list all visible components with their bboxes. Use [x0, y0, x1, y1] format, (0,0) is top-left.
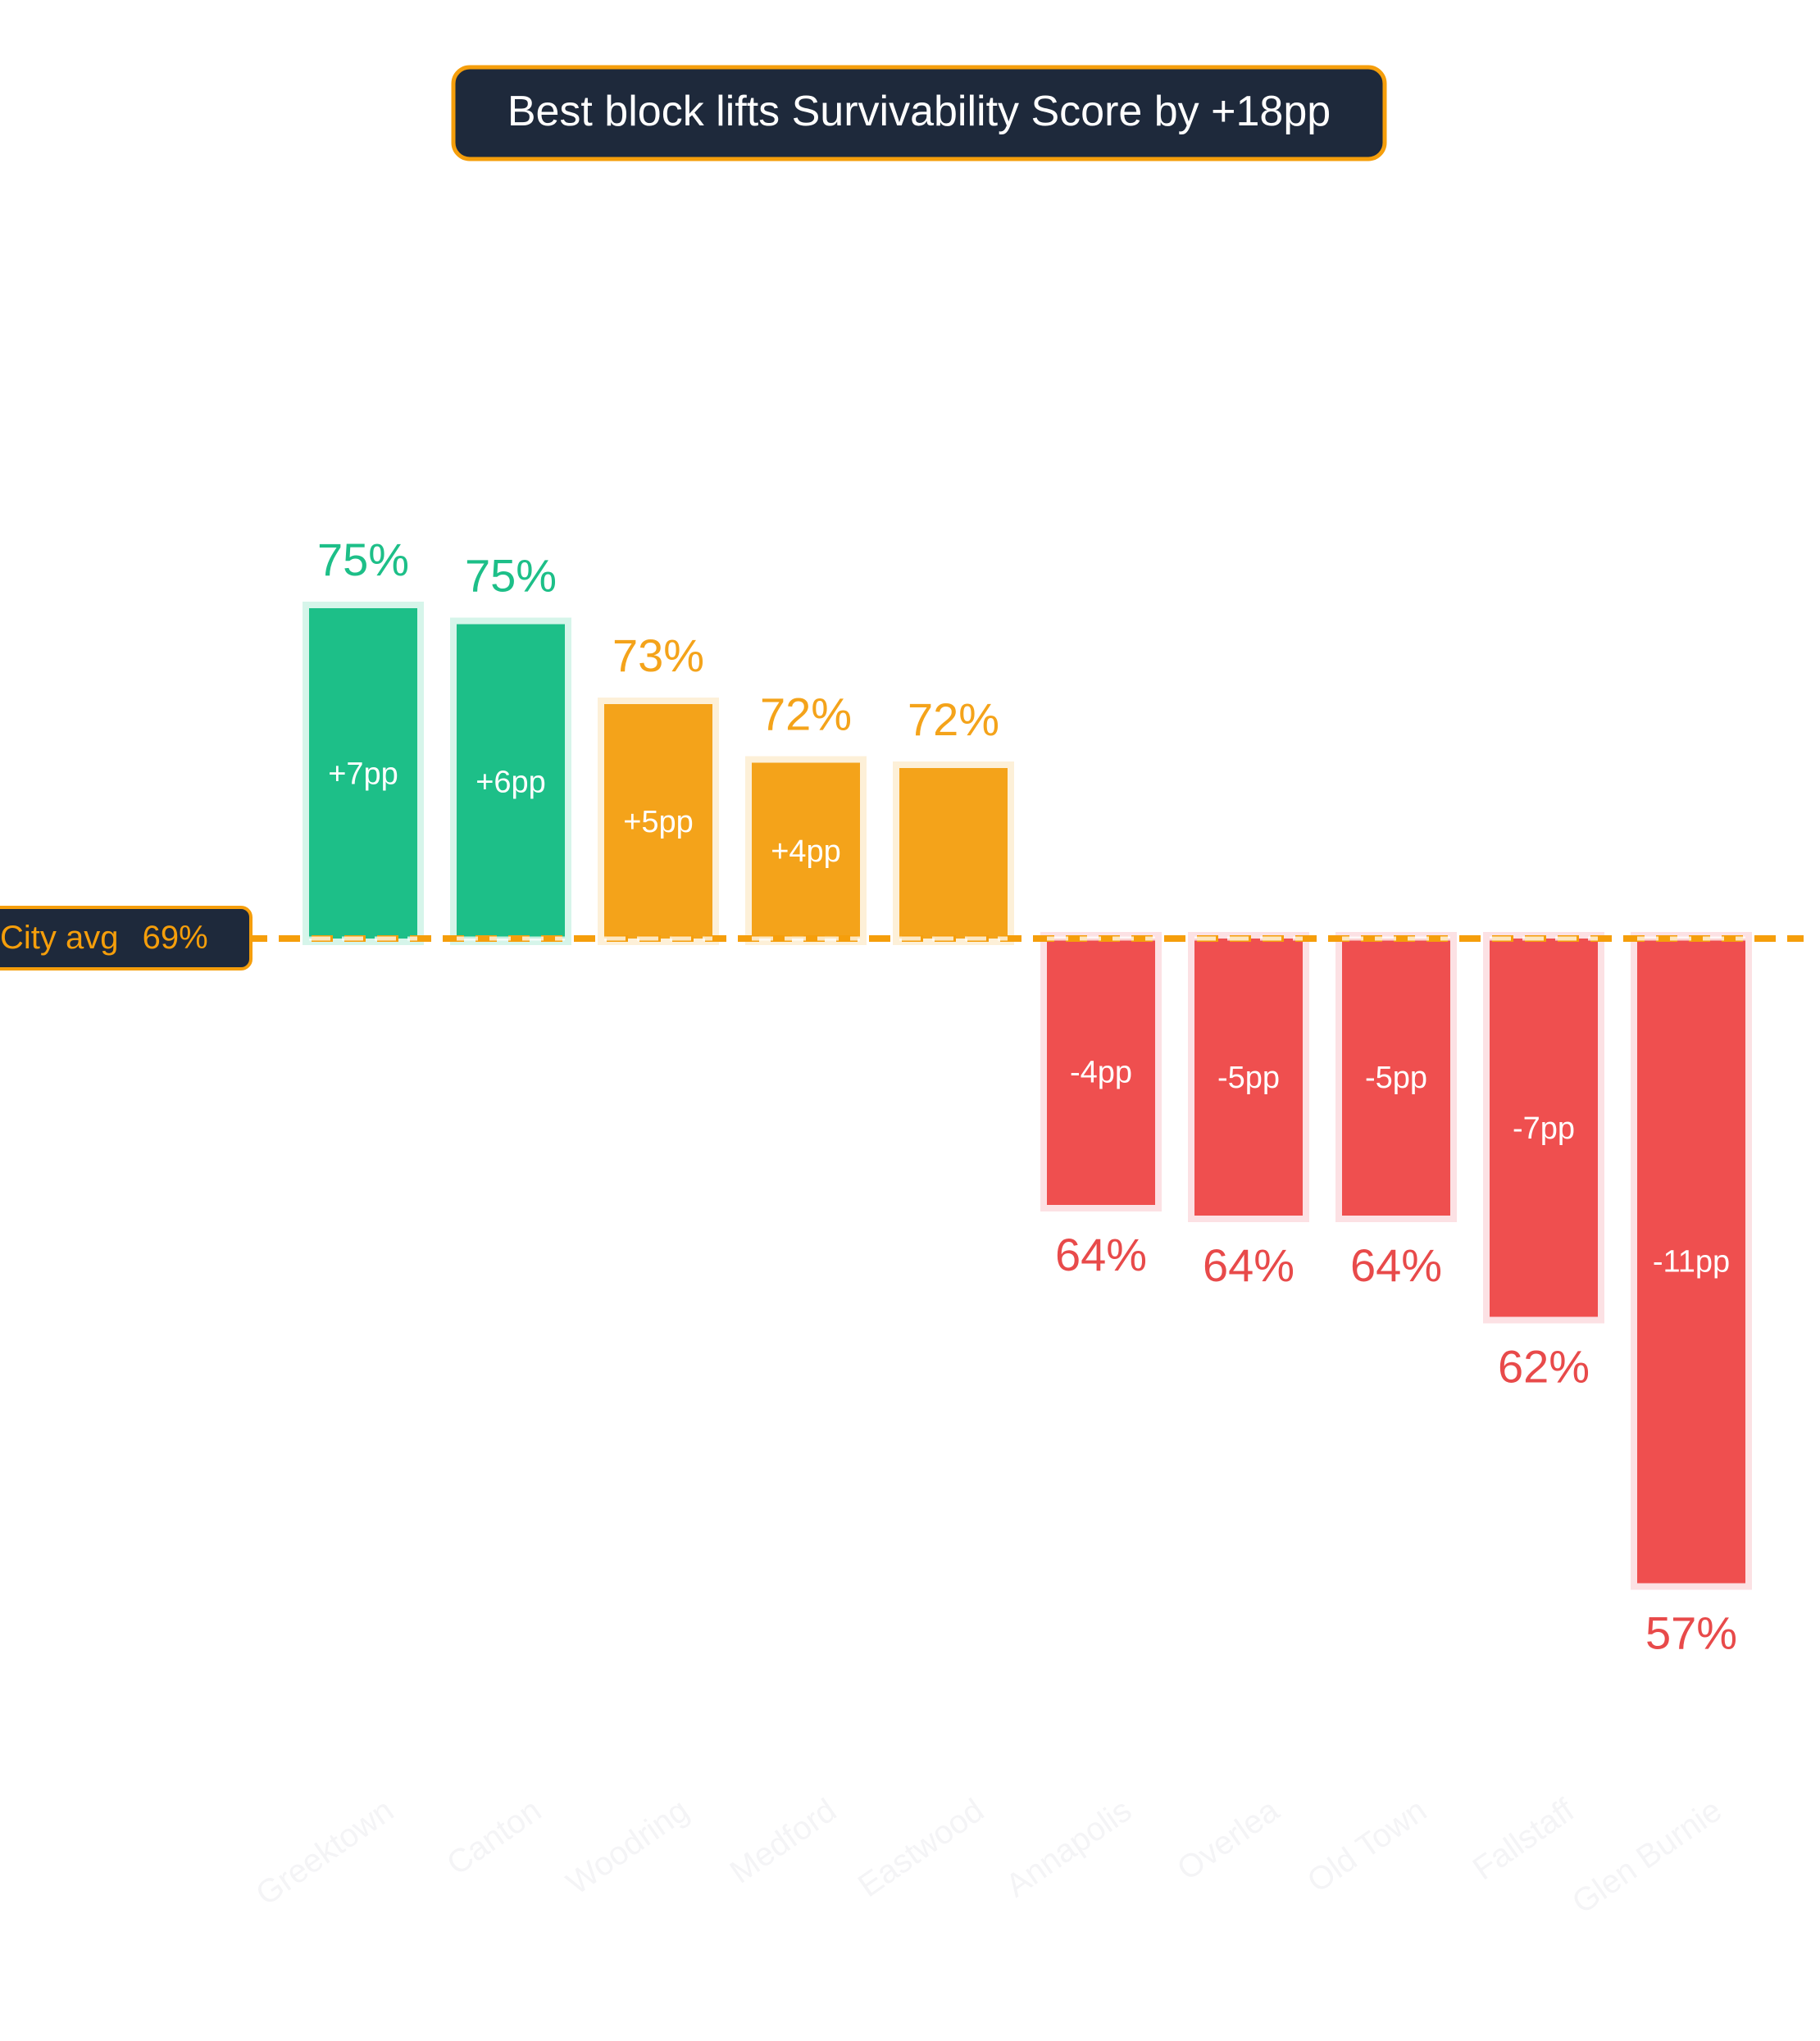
bar-value-label: 75% [317, 534, 409, 585]
bar [899, 768, 1008, 939]
city-average-badge-box [0, 906, 253, 970]
bar-delta-label: +7pp [328, 757, 398, 792]
category-tick-label: Annapolis [999, 1792, 1138, 1904]
bar-value-label: 64% [1203, 1239, 1294, 1291]
city-average-text: City avg 69% [0, 920, 208, 956]
bar [1637, 939, 1745, 1584]
bars-layer [303, 602, 1752, 1590]
bar-delta-label: -7pp [1513, 1111, 1575, 1146]
bar-value-label: 72% [760, 689, 852, 740]
bar-value-label: 64% [1350, 1239, 1442, 1291]
bar-delta-label: -11pp [1653, 1244, 1730, 1279]
bar-delta-label: +5pp [623, 805, 694, 839]
bar [752, 762, 860, 939]
bar-delta-label: -5pp [1365, 1061, 1427, 1095]
bar [604, 704, 712, 939]
city-average-value: 69% [143, 920, 208, 956]
bar-delta-label: +4pp [771, 834, 841, 869]
chart-title-text: Best block lifts Survivability Score by … [507, 88, 1331, 135]
bar [1490, 939, 1598, 1317]
bar [457, 624, 565, 939]
category-tick-label: Fallstaff [1467, 1792, 1581, 1887]
bar [309, 608, 417, 939]
chart-title-box [451, 65, 1387, 161]
bar-value-label: 75% [465, 550, 557, 602]
city-average-badge: City avg 69% [0, 906, 253, 970]
labels-layer: +7pp 75% +6pp 75% +5pp 73% +4pp 72% 72% -4pp 64% -5… [317, 534, 1737, 1659]
bar [1342, 939, 1450, 1216]
category-tick-label: Woodring [560, 1792, 695, 1902]
chart-title: Best block lifts Survivability Score by … [451, 65, 1387, 161]
category-tick-label: Glen Burnie [1566, 1792, 1728, 1921]
category-axis: Greektown Canton Woodring Medford Eastwood An… [249, 1792, 1728, 1921]
bar [1047, 939, 1155, 1205]
category-tick-label: Medford [724, 1792, 843, 1890]
bar-value-label: 62% [1498, 1341, 1590, 1393]
category-tick-label: Overlea [1171, 1792, 1286, 1888]
bar [1194, 939, 1303, 1216]
bar-value-label: 72% [908, 693, 999, 745]
bar-delta-label: -4pp [1070, 1056, 1132, 1090]
bar-delta-label: +6pp [475, 765, 546, 799]
bar-value-label: 73% [612, 630, 704, 681]
category-tick-label: Canton [440, 1792, 548, 1882]
city-average-label: City avg [0, 920, 119, 956]
category-tick-label: Greektown [249, 1792, 400, 1912]
bar-delta-label: -5pp [1217, 1061, 1280, 1095]
bar-value-label: 64% [1055, 1229, 1147, 1280]
category-tick-label: Eastwood [852, 1792, 990, 1904]
category-tick-label: Old Town [1301, 1792, 1433, 1899]
bar-value-label: 57% [1645, 1607, 1737, 1659]
